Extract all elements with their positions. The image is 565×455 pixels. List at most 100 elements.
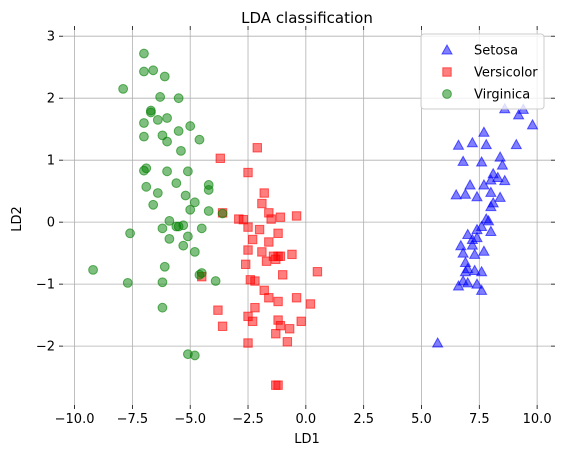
versicolor-point xyxy=(215,153,225,164)
versicolor-point xyxy=(271,329,281,339)
virginica-point xyxy=(210,276,221,286)
setosa-point xyxy=(510,138,523,150)
versicolor-point xyxy=(261,256,272,266)
versicolor-point xyxy=(250,302,260,313)
versicolor-point xyxy=(243,167,253,178)
virginica-point xyxy=(171,221,182,232)
versicolor-point xyxy=(273,296,283,307)
versicolor-point xyxy=(266,214,276,224)
x-tick-label: 2.5 xyxy=(353,412,374,427)
setosa-point xyxy=(461,276,474,288)
virginica-point xyxy=(125,228,135,239)
versicolor-point xyxy=(243,338,253,348)
virginica-point xyxy=(194,134,205,145)
x-axis-label: LD1 xyxy=(294,432,320,447)
versicolor-point xyxy=(257,247,267,257)
legend-label-versicolor: Versicolor xyxy=(474,66,538,81)
versicolor-point xyxy=(275,212,286,222)
setosa-point xyxy=(461,228,474,240)
virginica-point xyxy=(162,166,172,177)
versicolor-point xyxy=(291,293,302,303)
setosa-point xyxy=(471,190,483,202)
virginica-point xyxy=(148,199,159,210)
series-setosa xyxy=(431,102,539,348)
virginica-point xyxy=(162,136,172,147)
legend-marker-virginica xyxy=(442,89,452,99)
versicolor-point xyxy=(243,222,253,232)
setosa-point xyxy=(468,264,481,275)
virginica-point xyxy=(122,277,133,288)
virginica-point xyxy=(157,277,168,288)
virginica-point xyxy=(180,190,191,201)
y-tick-label: 3 xyxy=(47,30,55,45)
virginica-point xyxy=(189,247,200,257)
y-tick-label: −1 xyxy=(36,278,55,293)
setosa-point xyxy=(485,200,497,212)
versicolor-point xyxy=(271,254,281,265)
legend-label-setosa: Setosa xyxy=(474,44,518,59)
virginica-point xyxy=(189,197,200,208)
versicolor-point xyxy=(287,249,297,260)
virginica-point xyxy=(139,48,149,59)
setosa-point xyxy=(459,265,472,277)
virginica-point xyxy=(178,240,189,251)
virginica-point xyxy=(176,145,186,156)
virginica-point xyxy=(139,118,149,128)
virginica-point xyxy=(141,181,152,192)
virginica-point xyxy=(139,66,149,77)
setosa-point xyxy=(496,159,509,170)
axes xyxy=(59,26,555,409)
virginica-point xyxy=(173,126,184,136)
virginica-point xyxy=(157,223,168,234)
versicolor-point xyxy=(282,337,293,347)
setosa-point xyxy=(468,248,481,259)
virginica-point xyxy=(148,65,159,76)
versicolor-point xyxy=(247,234,258,245)
setosa-point xyxy=(466,136,479,148)
setosa-point xyxy=(491,171,504,183)
virginica-point xyxy=(152,114,163,125)
legend: Setosa Versicolor Virginica xyxy=(420,33,545,110)
virginica-point xyxy=(88,264,98,275)
virginica-point xyxy=(145,107,156,118)
x-tick-label: 5.0 xyxy=(411,412,432,427)
virginica-point xyxy=(118,83,129,94)
setosa-point xyxy=(482,214,495,226)
data-points xyxy=(88,48,539,390)
versicolor-point xyxy=(264,237,274,247)
x-tick-label: 0.0 xyxy=(295,412,316,427)
versicolor-point xyxy=(259,188,269,198)
chart-title: LDA classification xyxy=(241,9,373,27)
setosa-point xyxy=(454,239,467,251)
y-tick-label: 1 xyxy=(47,154,55,169)
setosa-point xyxy=(457,247,469,258)
versicolor-point xyxy=(296,316,306,327)
setosa-point xyxy=(478,245,490,256)
setosa-point xyxy=(459,188,472,199)
virginica-point xyxy=(139,165,149,176)
virginica-point xyxy=(173,93,184,104)
legend-marker-setosa xyxy=(441,43,453,55)
setosa-point xyxy=(494,151,506,162)
virginica-point xyxy=(164,233,175,244)
x-tick-label: −2.5 xyxy=(232,412,264,427)
versicolor-point xyxy=(264,293,274,303)
virginica-point xyxy=(189,350,200,361)
virginica-point xyxy=(164,216,175,226)
versicolor-point xyxy=(291,211,302,221)
versicolor-point xyxy=(273,380,283,390)
virginica-point xyxy=(196,268,207,278)
virginica-point xyxy=(159,71,170,82)
versicolor-point xyxy=(278,270,288,280)
virginica-point xyxy=(159,261,170,272)
versicolor-point xyxy=(305,299,316,309)
setosa-point xyxy=(494,191,506,202)
virginica-point xyxy=(152,188,163,198)
series-virginica xyxy=(88,48,228,361)
virginica-point xyxy=(185,121,196,131)
y-tick-label: −2 xyxy=(36,340,55,355)
setosa-point xyxy=(478,178,490,190)
virginica-point xyxy=(185,204,196,215)
setosa-point xyxy=(478,126,490,137)
versicolor-point xyxy=(273,228,283,239)
